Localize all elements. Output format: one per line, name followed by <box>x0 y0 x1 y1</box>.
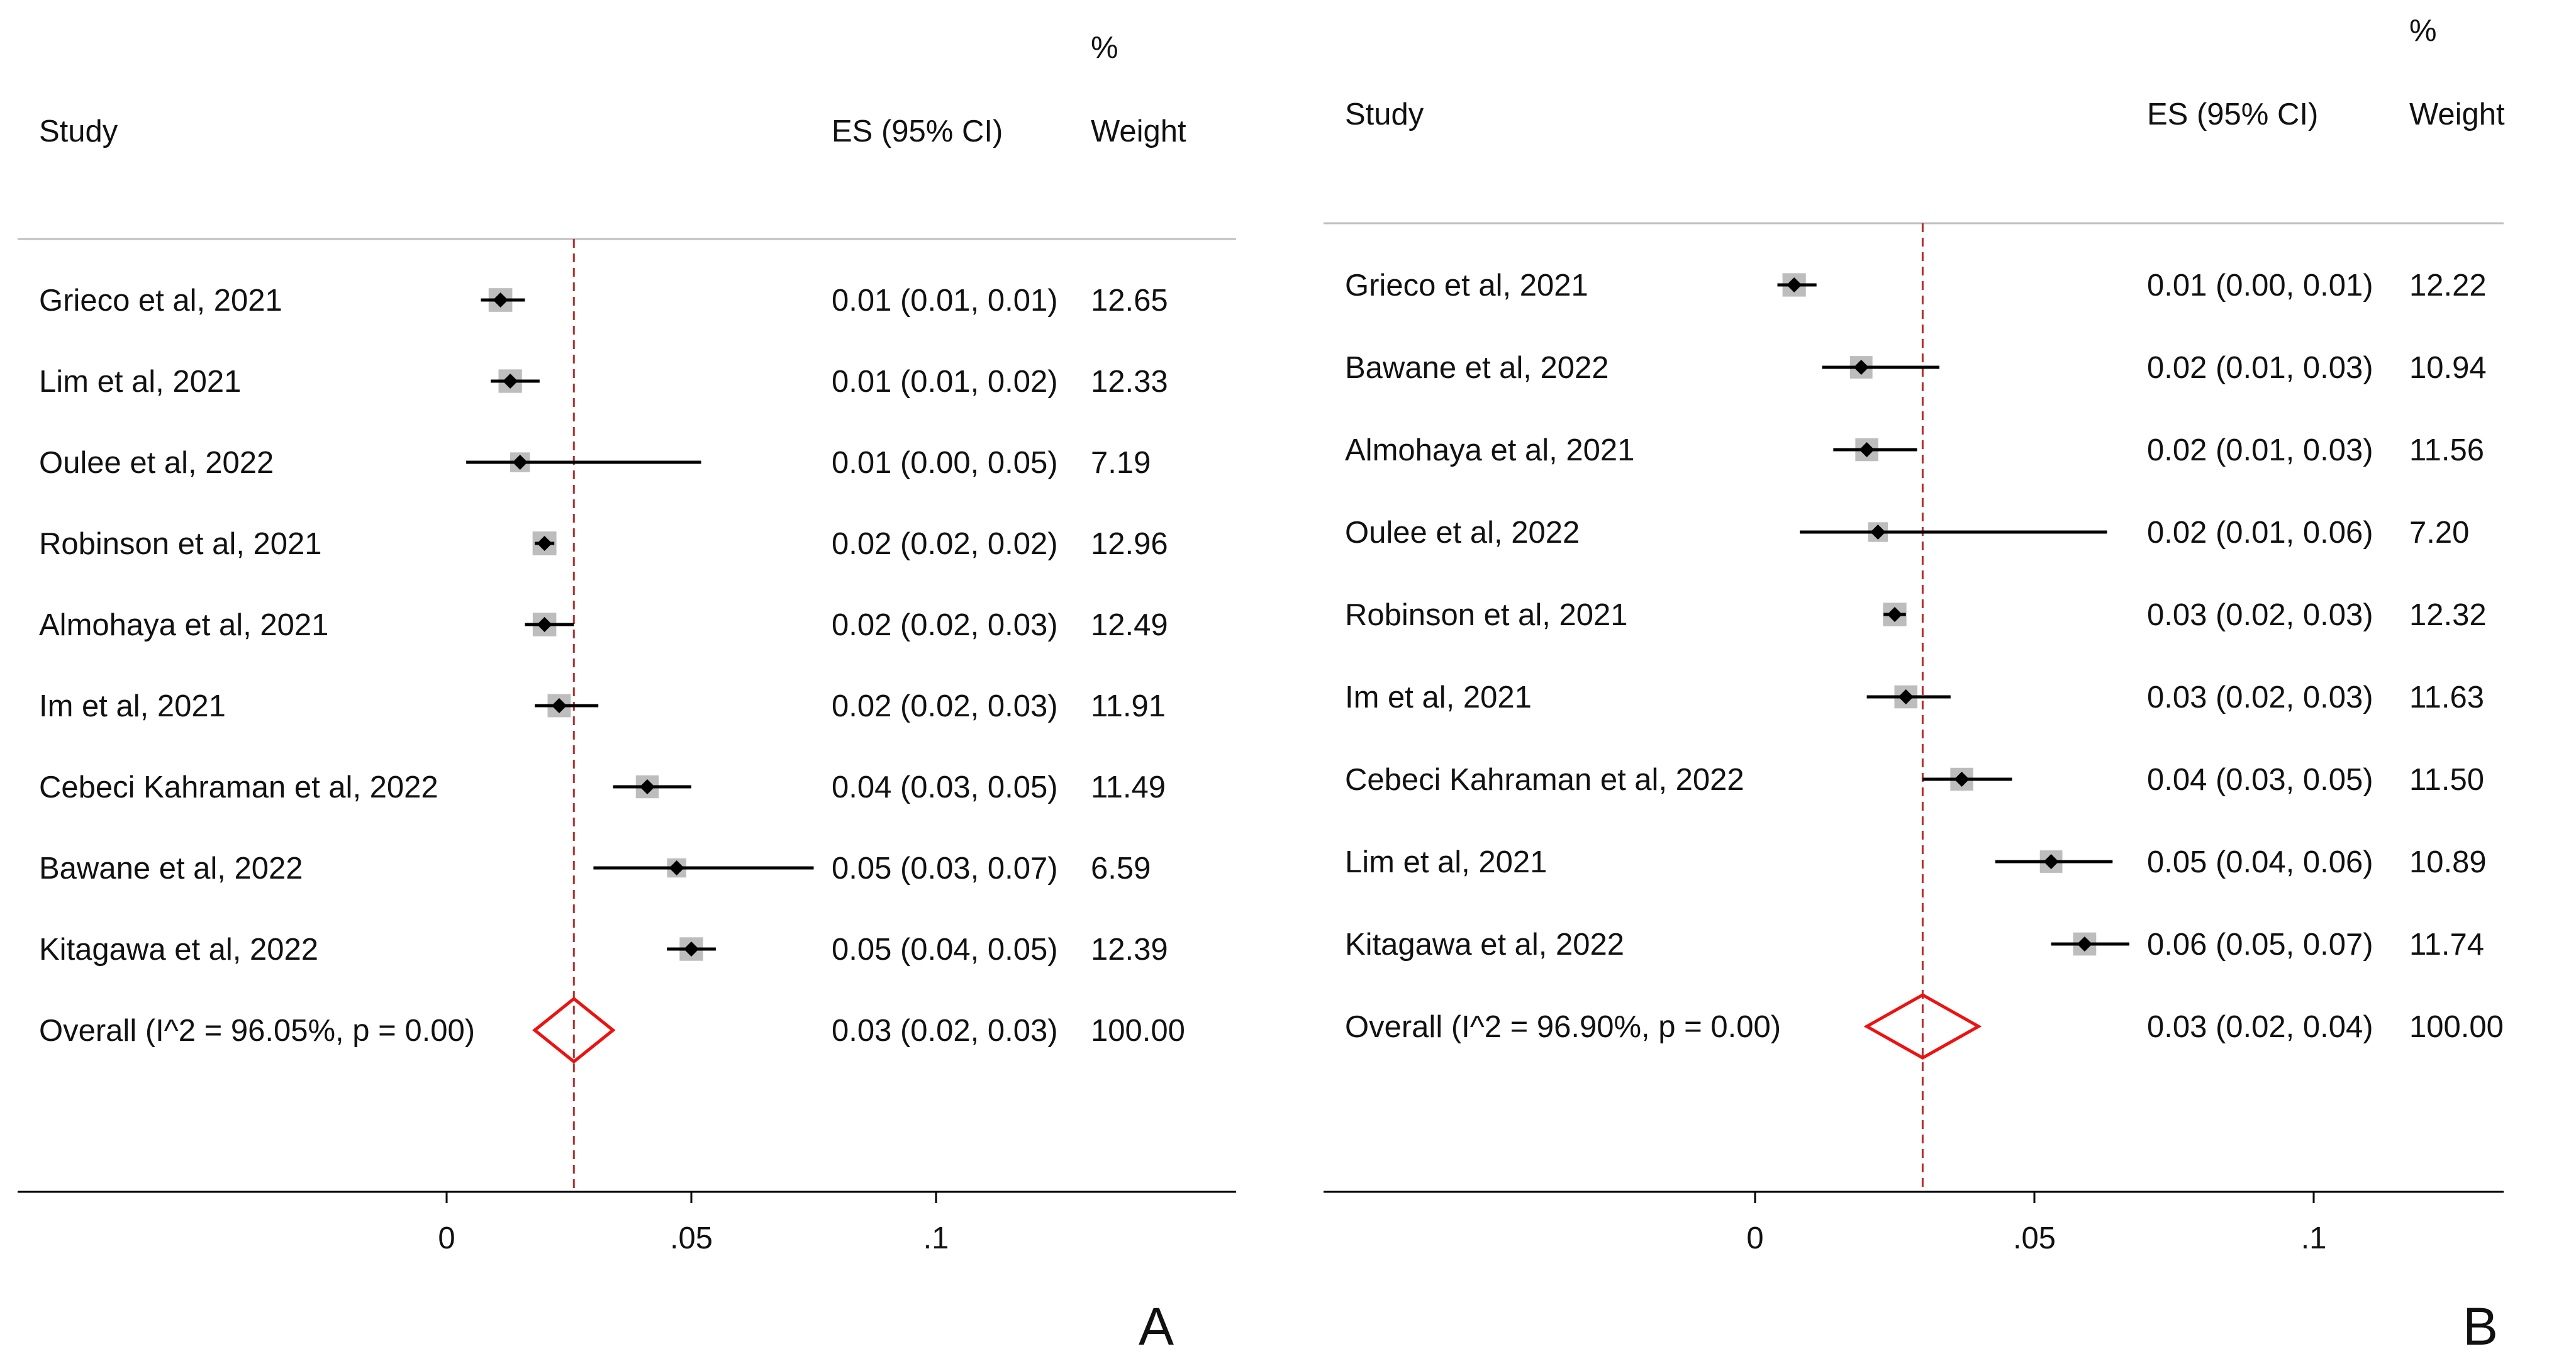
panel-a-es-value: 0.02 (0.02, 0.02) <box>832 527 1058 561</box>
panel-a-es-value: 0.01 (0.01, 0.01) <box>832 284 1058 318</box>
panel-b-point-estimate-marker <box>1898 689 1914 704</box>
panel-b-es-value: 0.06 (0.05, 0.07) <box>2147 928 2373 962</box>
panel-b-study-label: Bawane et al, 2022 <box>1345 351 1609 385</box>
panel-a-weight-value: 12.96 <box>1091 527 1168 561</box>
panel-b-weight-header: Weight <box>2409 97 2505 131</box>
panel-b-x-tick-label: .1 <box>2301 1221 2327 1255</box>
panel-a-es-value: 0.01 (0.01, 0.02) <box>832 365 1058 399</box>
panel-b-weight-value: 11.74 <box>2409 928 2484 962</box>
panel-a-es-value: 0.02 (0.02, 0.03) <box>832 608 1058 642</box>
panel-b-es-value: 0.02 (0.01, 0.03) <box>2147 433 2373 467</box>
panel-b-es-value: 0.03 (0.02, 0.03) <box>2147 598 2373 632</box>
panel-a-label: A <box>1139 1297 1174 1356</box>
panel-a-point-estimate-marker <box>512 455 528 470</box>
panel-a-overall-diamond <box>532 996 616 1064</box>
panel-a-point-estimate-marker <box>537 536 552 551</box>
panel-a-x-tick-label: .05 <box>670 1221 713 1255</box>
panel-b-weight-value: 10.89 <box>2409 845 2487 879</box>
panel-b-study-label: Im et al, 2021 <box>1345 680 1532 714</box>
panel-b-es-header: ES (95% CI) <box>2147 97 2318 131</box>
panel-b-es-value: 0.04 (0.03, 0.05) <box>2147 763 2373 797</box>
panel-b-point-estimate-marker <box>1870 525 1886 540</box>
panel-a-study-label: Kitagawa et al, 2022 <box>39 933 318 967</box>
panel-a-es-value: 0.05 (0.03, 0.07) <box>832 852 1058 886</box>
panel-a-study-label: Almohaya et al, 2021 <box>39 608 328 642</box>
panel-b-overall-es-value: 0.03 (0.02, 0.04) <box>2147 1010 2373 1044</box>
panel-a-study-label: Im et al, 2021 <box>39 689 226 723</box>
panel-b-point-estimate-marker <box>1787 277 1802 292</box>
panel-a-weight-header-percent: % <box>1091 31 1118 65</box>
panel-a-es-value: 0.01 (0.00, 0.05) <box>832 446 1058 480</box>
panel-a-point-estimate-marker <box>669 860 684 875</box>
panel-a-es-value: 0.05 (0.04, 0.05) <box>832 933 1058 967</box>
panel-a-weight-value: 6.59 <box>1091 852 1151 886</box>
panel-a-weight-value: 12.33 <box>1091 365 1168 399</box>
panel-a-point-estimate-marker <box>639 779 655 794</box>
panel-b-x-tick-label: .05 <box>2013 1221 2056 1255</box>
panel-a-overall-weight-value: 100.00 <box>1091 1014 1185 1048</box>
panel-b-point-estimate-marker <box>1954 772 1970 787</box>
panel-a-overall-es-value: 0.03 (0.02, 0.03) <box>832 1014 1058 1048</box>
panel-a-es-header: ES (95% CI) <box>832 114 1003 148</box>
panel-a-overall-label: Overall (I^2 = 96.05%, p = 0.00) <box>39 1014 475 1048</box>
panel-b-point-estimate-marker <box>2077 936 2092 952</box>
panel-a-study-label: Bawane et al, 2022 <box>39 852 303 886</box>
panel-b-es-value: 0.03 (0.02, 0.03) <box>2147 680 2373 714</box>
panel-b-weight-value: 12.32 <box>2409 598 2487 632</box>
panel-b-weight-value: 11.63 <box>2409 680 2484 714</box>
panel-a-weight-header: Weight <box>1091 114 1186 148</box>
panel-b-study-label: Kitagawa et al, 2022 <box>1345 928 1624 962</box>
panel-a-study-label: Grieco et al, 2021 <box>39 284 282 318</box>
panel-b-study-label: Lim et al, 2021 <box>1345 845 1547 879</box>
panel-b-study-label: Almohaya et al, 2021 <box>1345 433 1634 467</box>
panel-b-study-label: Robinson et al, 2021 <box>1345 598 1628 632</box>
panel-a-point-estimate-marker <box>503 374 518 389</box>
panel-b-es-value: 0.05 (0.04, 0.06) <box>2147 845 2373 879</box>
panel-a-weight-value: 11.49 <box>1091 770 1166 804</box>
panel-b-overall-diamond <box>1863 993 1982 1060</box>
panel-a-point-estimate-marker <box>684 942 699 957</box>
panel-b-label: B <box>2463 1297 2498 1356</box>
panel-b-point-estimate-marker <box>1859 442 1875 457</box>
panel-b-es-value: 0.02 (0.01, 0.03) <box>2147 351 2373 385</box>
panel-b-es-value: 0.02 (0.01, 0.06) <box>2147 516 2373 550</box>
panel-b-point-estimate-marker <box>1853 360 1869 375</box>
panel-a-study-label: Cebeci Kahraman et al, 2022 <box>39 770 438 804</box>
panel-b-overall-weight-value: 100.00 <box>2409 1010 2504 1044</box>
panel-b-study-label: Oulee et al, 2022 <box>1345 516 1580 550</box>
panel-b-weight-header-percent: % <box>2409 14 2437 48</box>
panel-a-point-estimate-marker <box>551 698 567 713</box>
panel-a-study-label: Oulee et al, 2022 <box>39 446 274 480</box>
panel-b-study-label: Cebeci Kahraman et al, 2022 <box>1345 763 1744 797</box>
panel-b-x-tick-label: 0 <box>1746 1221 1763 1255</box>
panel-a-weight-value: 12.65 <box>1091 284 1168 318</box>
panel-b-weight-value: 12.22 <box>2409 269 2487 303</box>
panel-b-weight-value: 7.20 <box>2409 516 2469 550</box>
panel-a-x-tick-label: 0 <box>438 1221 455 1255</box>
panel-b-point-estimate-marker <box>2043 854 2059 869</box>
panel-a-weight-value: 12.49 <box>1091 608 1168 642</box>
panel-b-weight-value: 11.50 <box>2409 763 2484 797</box>
panel-b-es-value: 0.01 (0.00, 0.01) <box>2147 269 2373 303</box>
panel-a-study-label: Robinson et al, 2021 <box>39 527 322 561</box>
panel-a-es-value: 0.02 (0.02, 0.03) <box>832 689 1058 723</box>
panel-a-weight-value: 12.39 <box>1091 933 1168 967</box>
panel-b-weight-value: 11.56 <box>2409 433 2484 467</box>
panel-a-study-label: Lim et al, 2021 <box>39 365 241 399</box>
panel-a-weight-value: 11.91 <box>1091 689 1166 723</box>
panel-a-point-estimate-marker <box>493 292 508 308</box>
panel-b-weight-value: 10.94 <box>2409 351 2487 385</box>
panel-a-weight-value: 7.19 <box>1091 446 1151 480</box>
panel-b-point-estimate-marker <box>1887 607 1902 622</box>
panel-a-point-estimate-marker <box>537 617 552 632</box>
panel-b-study-label: Grieco et al, 2021 <box>1345 269 1588 303</box>
panel-a-study-header: Study <box>39 114 118 148</box>
panel-b-overall-label: Overall (I^2 = 96.90%, p = 0.00) <box>1345 1010 1781 1044</box>
panel-b-study-header: Study <box>1345 97 1424 131</box>
panel-a-es-value: 0.04 (0.03, 0.05) <box>832 770 1058 804</box>
panel-a-x-tick-label: .1 <box>923 1221 949 1255</box>
